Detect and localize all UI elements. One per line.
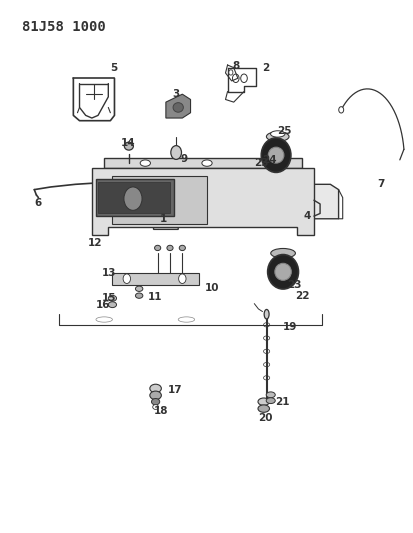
Text: 2: 2 bbox=[262, 63, 269, 72]
Ellipse shape bbox=[140, 160, 150, 166]
Ellipse shape bbox=[270, 131, 284, 137]
Ellipse shape bbox=[166, 245, 173, 251]
Text: 3: 3 bbox=[172, 89, 179, 99]
Circle shape bbox=[232, 74, 238, 83]
Ellipse shape bbox=[151, 399, 159, 405]
Circle shape bbox=[240, 74, 247, 83]
Polygon shape bbox=[112, 176, 206, 224]
Polygon shape bbox=[137, 195, 178, 229]
Circle shape bbox=[297, 190, 305, 200]
Ellipse shape bbox=[261, 138, 290, 172]
Polygon shape bbox=[280, 184, 338, 219]
Ellipse shape bbox=[270, 248, 295, 258]
Text: 15: 15 bbox=[102, 293, 116, 303]
Text: 17: 17 bbox=[168, 384, 182, 394]
Circle shape bbox=[297, 202, 305, 213]
Polygon shape bbox=[166, 94, 190, 118]
Circle shape bbox=[285, 202, 293, 213]
Ellipse shape bbox=[257, 405, 269, 413]
Text: 19: 19 bbox=[282, 322, 297, 333]
Text: 13: 13 bbox=[102, 269, 116, 278]
Text: 25: 25 bbox=[276, 126, 291, 136]
Ellipse shape bbox=[268, 147, 283, 163]
Ellipse shape bbox=[124, 142, 133, 150]
Polygon shape bbox=[92, 168, 313, 235]
Ellipse shape bbox=[152, 405, 158, 409]
Ellipse shape bbox=[154, 245, 160, 251]
Ellipse shape bbox=[267, 255, 298, 289]
Text: 20: 20 bbox=[258, 413, 272, 423]
Polygon shape bbox=[98, 182, 170, 214]
Text: 21: 21 bbox=[274, 397, 289, 407]
Text: 1: 1 bbox=[159, 214, 166, 224]
Text: 23: 23 bbox=[287, 280, 301, 290]
Ellipse shape bbox=[179, 245, 185, 251]
Text: 6: 6 bbox=[34, 198, 41, 208]
Text: 24: 24 bbox=[262, 156, 276, 165]
Text: 4: 4 bbox=[303, 211, 310, 221]
Circle shape bbox=[228, 70, 233, 75]
Text: 8: 8 bbox=[232, 61, 239, 71]
Ellipse shape bbox=[202, 160, 211, 166]
Circle shape bbox=[123, 187, 142, 211]
Ellipse shape bbox=[108, 302, 116, 308]
Text: 18: 18 bbox=[153, 406, 168, 416]
Text: 81J58 1000: 81J58 1000 bbox=[22, 20, 105, 34]
Polygon shape bbox=[96, 179, 174, 216]
Circle shape bbox=[171, 146, 181, 159]
Polygon shape bbox=[112, 273, 198, 285]
Ellipse shape bbox=[108, 295, 116, 301]
Ellipse shape bbox=[266, 392, 275, 398]
Ellipse shape bbox=[135, 293, 142, 298]
Text: 5: 5 bbox=[110, 63, 117, 72]
Ellipse shape bbox=[150, 391, 161, 400]
Polygon shape bbox=[104, 158, 301, 168]
Circle shape bbox=[338, 107, 343, 113]
Text: 14: 14 bbox=[120, 138, 135, 148]
Text: 9: 9 bbox=[180, 154, 187, 164]
Text: 23: 23 bbox=[254, 158, 268, 168]
Text: 7: 7 bbox=[377, 179, 384, 189]
Ellipse shape bbox=[263, 310, 268, 319]
Ellipse shape bbox=[266, 398, 275, 403]
Ellipse shape bbox=[274, 263, 291, 280]
Circle shape bbox=[123, 274, 130, 284]
Text: 10: 10 bbox=[204, 282, 219, 293]
Text: 12: 12 bbox=[88, 238, 102, 248]
Ellipse shape bbox=[173, 103, 183, 112]
Text: 16: 16 bbox=[96, 300, 110, 310]
Text: 22: 22 bbox=[295, 290, 309, 301]
Ellipse shape bbox=[150, 384, 161, 393]
Ellipse shape bbox=[257, 398, 269, 406]
Circle shape bbox=[285, 190, 293, 200]
Circle shape bbox=[178, 274, 185, 284]
Ellipse shape bbox=[135, 286, 142, 292]
Text: 11: 11 bbox=[147, 292, 161, 302]
Ellipse shape bbox=[266, 132, 288, 141]
